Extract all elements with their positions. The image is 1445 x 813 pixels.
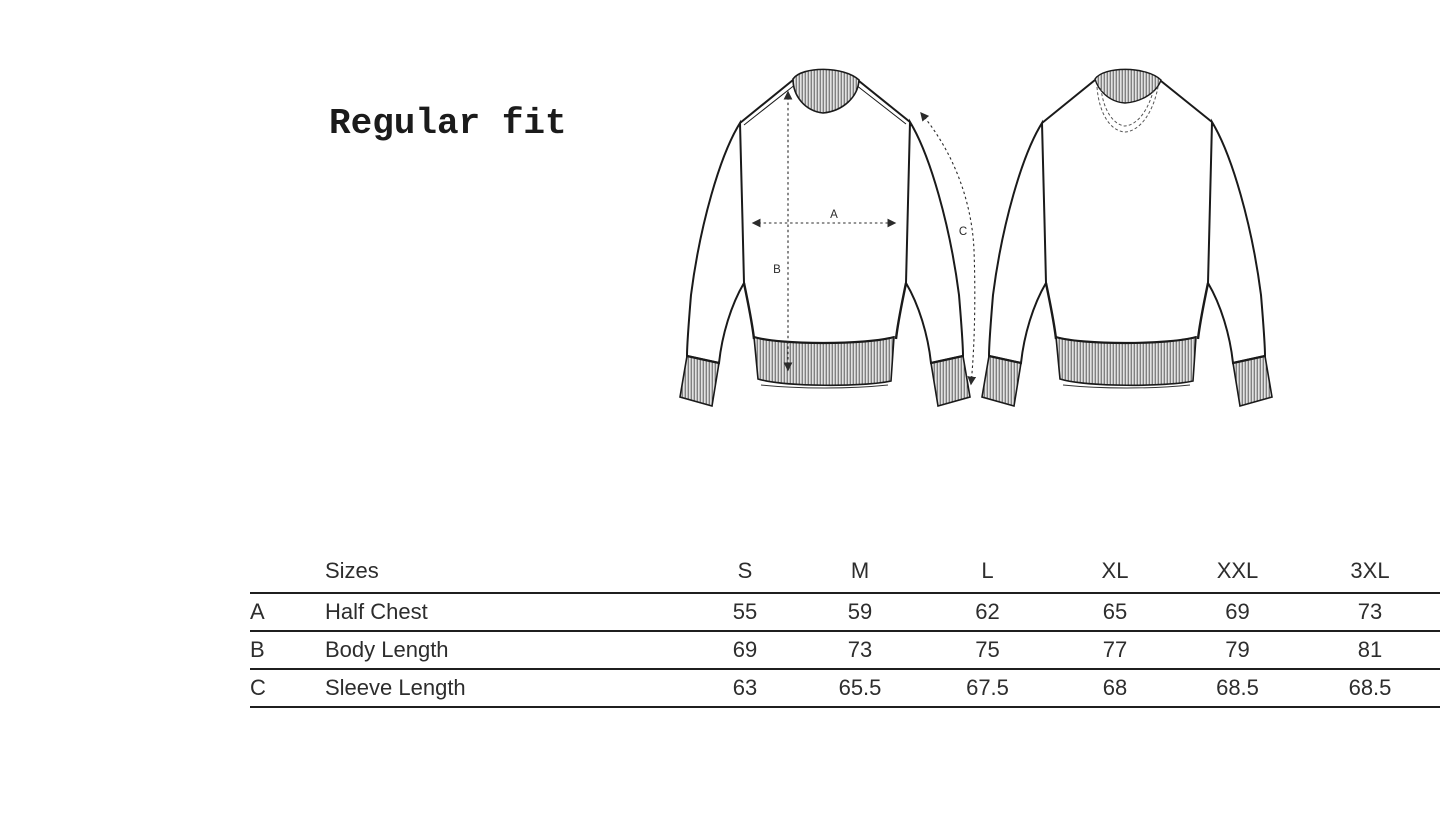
table-row-sleeve-length: C Sleeve Length 63 65.5 67.5 68 68.5 68.… (250, 669, 1440, 707)
back-collar (1094, 68, 1162, 104)
header-size-l: L (981, 558, 994, 583)
cell-value: 81 (1357, 637, 1383, 662)
cell-value: 79 (1225, 637, 1250, 662)
cell-value: 77 (1102, 637, 1128, 662)
measure-line-c (920, 111, 977, 386)
row-letter: A (250, 599, 265, 624)
cell-value: 59 (847, 599, 873, 624)
row-label: Body Length (325, 637, 449, 662)
table-row-body-length: B Body Length 69 73 75 77 79 81 (250, 631, 1440, 669)
header-size-s: S (737, 558, 753, 583)
sweater-front-view (679, 68, 971, 408)
sweater-flat-sketch: A B C (679, 68, 1273, 408)
measure-label-c: C (959, 226, 967, 238)
cell-value: 63 (732, 675, 758, 700)
header-letter-cell (250, 550, 325, 593)
row-label: Half Chest (325, 599, 428, 624)
cell-value: 62 (975, 599, 1000, 624)
header-size-3xl: 3XL (1350, 558, 1390, 583)
header-size-xxl: XXL (1216, 558, 1259, 583)
cell-value: 68 (1102, 675, 1128, 700)
cell-value: 69 (732, 637, 758, 662)
cell-value: 65.5 (838, 675, 882, 700)
row-letter: B (250, 637, 265, 662)
measure-label-a: A (830, 209, 838, 221)
front-collar (792, 68, 860, 114)
header-sizes-label: Sizes (325, 558, 379, 583)
table-row-half-chest: A Half Chest 55 59 62 65 69 73 (250, 593, 1440, 631)
fit-title: Regular fit (329, 103, 567, 144)
cell-value: 67.5 (966, 675, 1009, 700)
garment-diagram: A B C (660, 55, 1290, 420)
cell-value: 68.5 (1348, 675, 1392, 700)
cell-value: 68.5 (1216, 675, 1259, 700)
cell-value: 75 (975, 637, 1000, 662)
size-table: Sizes S M L XL XXL 3XL A Half Chest 55 5… (250, 550, 1440, 708)
measurement-lines (751, 90, 977, 386)
size-table-section: Sizes S M L XL XXL 3XL A Half Chest 55 5… (250, 550, 1440, 708)
size-table-header-row: Sizes S M L XL XXL 3XL (250, 550, 1440, 593)
row-letter: C (250, 675, 266, 700)
cell-value: 73 (847, 637, 873, 662)
cell-value: 73 (1357, 599, 1383, 624)
cell-value: 65 (1102, 599, 1128, 624)
header-size-xl: XL (1101, 558, 1129, 583)
header-size-m: M (850, 558, 870, 583)
cell-value: 69 (1225, 599, 1250, 624)
cell-value: 55 (732, 599, 758, 624)
row-label: Sleeve Length (325, 675, 466, 700)
measure-label-b: B (773, 264, 781, 276)
sweater-back-view (981, 68, 1273, 408)
